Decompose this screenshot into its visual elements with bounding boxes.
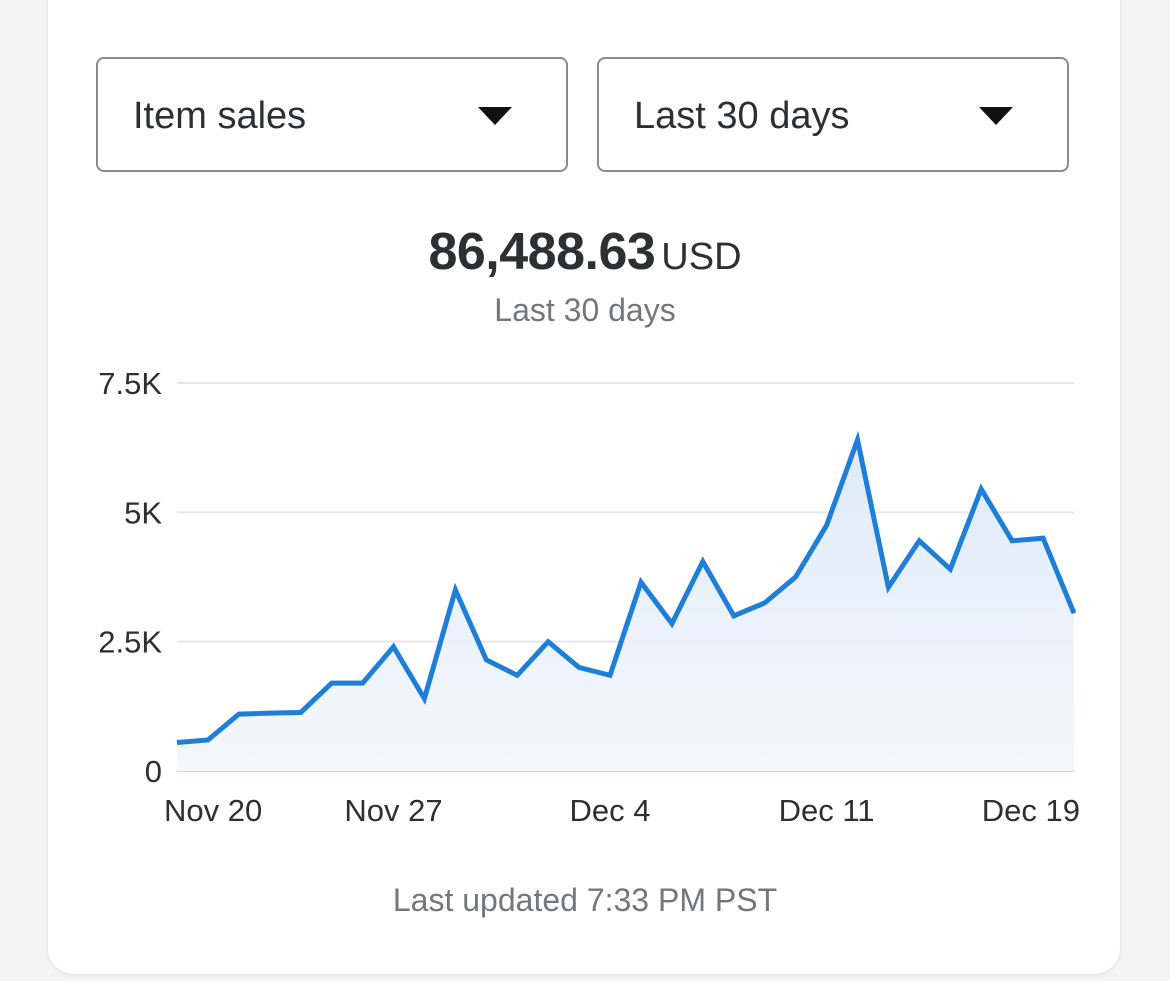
x-axis-labels: Nov 20 Nov 27 Dec 4 Dec 11 Dec 19 — [164, 793, 1080, 828]
x-tick-label: Dec 19 — [982, 793, 1080, 828]
sales-area-fill — [177, 439, 1074, 771]
caret-down-icon — [979, 107, 1013, 125]
data-point-nov-22 — [236, 711, 242, 717]
y-tick-label: 0 — [145, 754, 162, 789]
caret-down-icon — [478, 107, 512, 125]
data-point-dec-3 — [576, 665, 582, 671]
data-point-dec-11 — [824, 522, 830, 528]
data-point-nov-25 — [329, 680, 335, 686]
data-point-nov-26 — [360, 680, 366, 686]
data-point-dec-17 — [1009, 538, 1015, 544]
data-point-nov-21 — [205, 737, 211, 743]
data-point-dec-16 — [978, 486, 984, 492]
data-point-nov-27 — [391, 644, 397, 650]
data-point-nov-29 — [452, 587, 458, 593]
x-tick-label: Dec 4 — [570, 793, 651, 828]
data-point-dec-9 — [762, 600, 768, 606]
sales-line — [176, 430, 1077, 745]
data-point-nov-30 — [483, 657, 489, 663]
y-tick-label: 2.5K — [98, 625, 162, 660]
y-tick-label: 5K — [124, 495, 162, 530]
total-currency: USD — [661, 236, 742, 278]
data-point-dec-18 — [1040, 535, 1046, 541]
y-axis-labels: 0 2.5K 5K 7.5K — [98, 366, 162, 789]
data-point-dec-12 — [854, 437, 860, 443]
metric-dropdown[interactable]: Item sales — [96, 57, 568, 172]
last-updated-text: Last updated 7:33 PM PST — [392, 882, 778, 918]
date-range-dropdown-label: Last 30 days — [634, 95, 850, 137]
data-point-dec-15 — [947, 566, 953, 572]
period-label: Last 30 days — [494, 292, 676, 328]
x-tick-label: Nov 20 — [164, 793, 262, 828]
data-point-nov-28 — [421, 696, 427, 702]
data-point-dec-5 — [638, 579, 644, 585]
data-point-dec-6 — [669, 621, 675, 627]
date-range-dropdown[interactable]: Last 30 days — [597, 57, 1069, 172]
data-point-nov-23 — [267, 710, 273, 716]
y-tick-label: 7.5K — [98, 366, 162, 401]
data-point-dec-4 — [607, 672, 613, 678]
total-amount: 86,488.63 — [428, 223, 656, 281]
data-point-dec-14 — [916, 538, 922, 544]
data-point-dec-19 — [1071, 610, 1077, 616]
sales-total: 86,488.63 USD — [0, 222, 1170, 282]
data-point-dec-1 — [514, 672, 520, 678]
data-point-dec-13 — [885, 584, 891, 590]
data-point-dec-7 — [700, 558, 706, 564]
data-point-nov-20 — [174, 740, 180, 746]
data-point-dec-8 — [731, 613, 737, 619]
x-tick-label: Nov 27 — [344, 793, 442, 828]
data-point-nov-24 — [298, 710, 304, 716]
x-tick-label: Dec 11 — [779, 793, 875, 828]
metric-dropdown-label: Item sales — [133, 95, 307, 137]
data-point-dec-10 — [793, 574, 799, 580]
data-point-dec-2 — [545, 639, 551, 645]
